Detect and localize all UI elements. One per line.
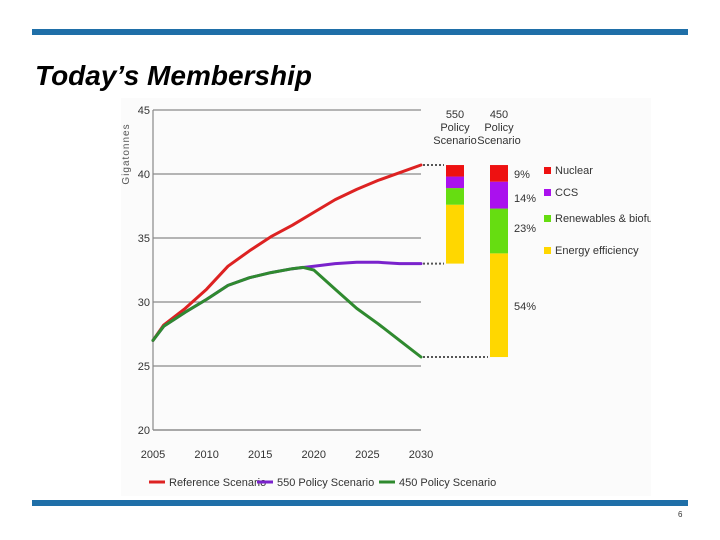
y-axis-label: Gigatonnes bbox=[121, 123, 132, 184]
bar-1-segment-renewables bbox=[490, 208, 508, 254]
series-legend-label-policy550: 550 Policy Scenario bbox=[277, 477, 374, 489]
series-layer bbox=[151, 163, 423, 359]
bar-1-segment-efficiency bbox=[490, 253, 508, 358]
stacked-bars-layer: 550PolicyScenario450PolicyScenario9%14%2… bbox=[423, 109, 536, 359]
legend-label-efficiency: Energy efficiency bbox=[555, 245, 639, 257]
legend-swatch-efficiency bbox=[544, 247, 551, 254]
y-tick-label-30: 30 bbox=[138, 297, 150, 309]
percent-label-efficiency: 54% bbox=[514, 301, 536, 313]
bar-1-label-line-0: 450 bbox=[490, 109, 508, 121]
bar-0-segment-efficiency bbox=[446, 204, 464, 264]
bar-1-segment-ccs bbox=[490, 181, 508, 209]
x-tick-label-2005: 2005 bbox=[141, 449, 165, 461]
bar-0-segment-ccs bbox=[446, 176, 464, 189]
legend-swatch-nuclear bbox=[544, 167, 551, 174]
legend-label-nuclear: Nuclear bbox=[555, 165, 593, 177]
y-tick-label-40: 40 bbox=[138, 169, 150, 181]
slide-title: Today’s Membership bbox=[35, 60, 312, 91]
series-legend-label-reference: Reference Scenario bbox=[169, 477, 266, 489]
percent-label-ccs: 14% bbox=[514, 193, 536, 205]
bottom-accent-bar bbox=[32, 500, 688, 506]
bar-1-segment-nuclear bbox=[490, 165, 508, 182]
bar-0-segment-renewables bbox=[446, 188, 464, 205]
bar-1-label-line-1: Policy bbox=[484, 122, 514, 134]
legend-label-ccs: CCS bbox=[555, 187, 578, 199]
bar-0-label-line-0: 550 bbox=[446, 109, 464, 121]
x-tick-label-2030: 2030 bbox=[409, 449, 433, 461]
page-number: 6 bbox=[678, 510, 683, 519]
chart-figure: 20 25 30 35 40 45 2005 2010 2015 2020 2025 2030 Giga… bbox=[121, 98, 667, 496]
x-tick-label-2020: 2020 bbox=[302, 449, 326, 461]
series-legend-label-policy450: 450 Policy Scenario bbox=[399, 477, 496, 489]
bar-1-label-line-2: Scenario bbox=[477, 135, 520, 147]
legend-swatch-ccs bbox=[544, 189, 551, 196]
x-tick-label-2025: 2025 bbox=[355, 449, 379, 461]
y-tick-label-45: 45 bbox=[138, 105, 150, 117]
legend-swatch-renewables bbox=[544, 215, 551, 222]
y-tick-label-35: 35 bbox=[138, 233, 150, 245]
percent-label-renewables: 23% bbox=[514, 223, 536, 235]
percent-label-nuclear: 9% bbox=[514, 169, 530, 181]
top-accent-bar bbox=[32, 29, 688, 35]
bar-0-label-line-2: Scenario bbox=[433, 135, 476, 147]
legend-layer: Nuclear CCS Renewables & biofuels Energy ef… bbox=[149, 165, 667, 489]
x-tick-label-2010: 2010 bbox=[194, 449, 218, 461]
bar-0-segment-nuclear bbox=[446, 165, 464, 177]
y-tick-label-20: 20 bbox=[138, 425, 150, 437]
legend-label-renewables: Renewables & biofuels bbox=[555, 213, 651, 225]
series-line-reference bbox=[151, 163, 423, 342]
x-tick-label-2015: 2015 bbox=[248, 449, 272, 461]
bar-0-label-line-1: Policy bbox=[440, 122, 470, 134]
series-line-policy450 bbox=[151, 265, 423, 359]
y-tick-label-25: 25 bbox=[138, 361, 150, 373]
